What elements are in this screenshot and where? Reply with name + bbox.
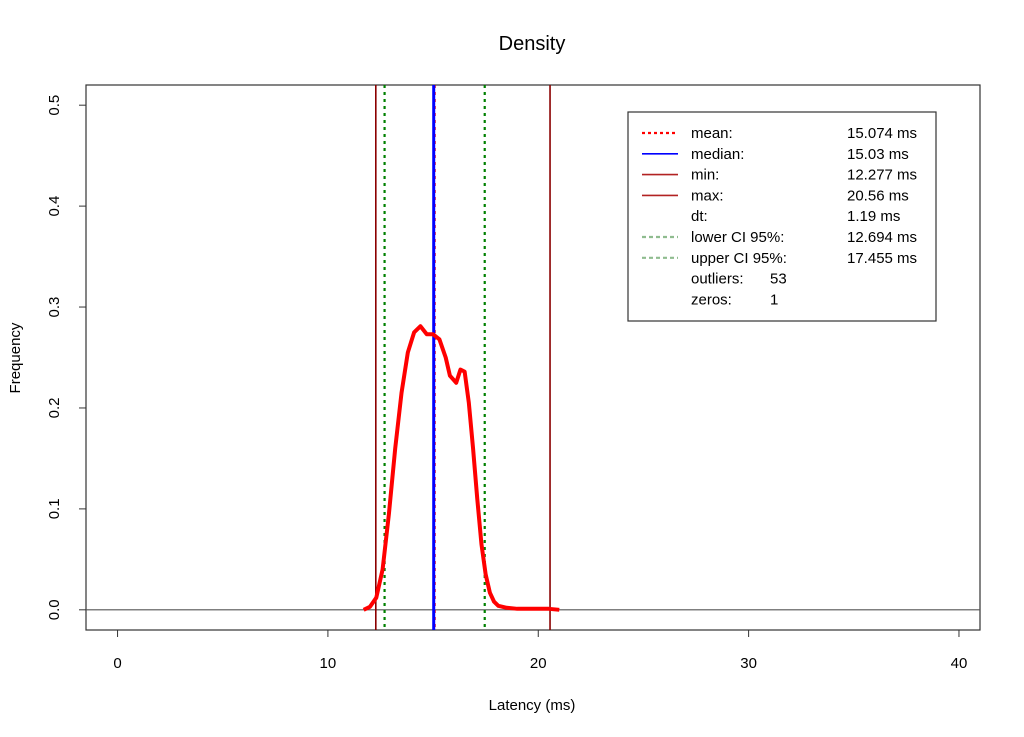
legend-value: 20.56 ms [847,187,909,204]
legend-label: outliers: [691,271,744,288]
legend-value: 53 [770,271,787,288]
legend-value: 15.03 ms [847,146,909,163]
x-tick-label: 10 [320,655,337,672]
legend-label: mean: [691,125,733,142]
legend-value: 1 [770,291,778,308]
y-tick-label: 0.1 [46,498,63,519]
axis-ticks: 0 10 20 30 40 0.0 0.1 0.2 0.3 0.4 0.5 [46,95,967,672]
y-tick-label: 0.3 [46,297,63,318]
legend-value: 15.074 ms [847,125,917,142]
plot-area [86,85,980,630]
x-tick-label: 0 [113,655,121,672]
legend-label: lower CI 95%: [691,229,784,246]
legend: mean: 15.074 ms median: 15.03 ms min: 12.277 … [627,111,937,322]
y-axis-title: Frequency [7,322,24,393]
y-tick-label: 0.5 [46,95,63,116]
legend-value: 12.694 ms [847,229,917,246]
plot-frame [85,84,981,631]
chart-title: Density [499,33,566,55]
legend-value: 12.277 ms [847,167,917,184]
legend-label: min: [691,167,719,184]
legend-label: dt: [691,208,708,225]
legend-label: upper CI 95%: [691,250,787,267]
density-curve [362,324,560,612]
x-axis-title: Latency (ms) [489,697,576,714]
legend-label: median: [691,146,744,163]
legend-value: 17.455 ms [847,250,917,267]
y-tick-label: 0.4 [46,196,63,217]
legend-label: zeros: [691,291,732,308]
y-tick-label: 0.0 [46,599,63,620]
x-tick-label: 40 [951,655,968,672]
x-tick-label: 30 [740,655,757,672]
legend-box [627,111,937,322]
y-tick-label: 0.2 [46,398,63,419]
x-tick-label: 20 [530,655,547,672]
legend-label: max: [691,187,724,204]
legend-value: 1.19 ms [847,208,900,225]
